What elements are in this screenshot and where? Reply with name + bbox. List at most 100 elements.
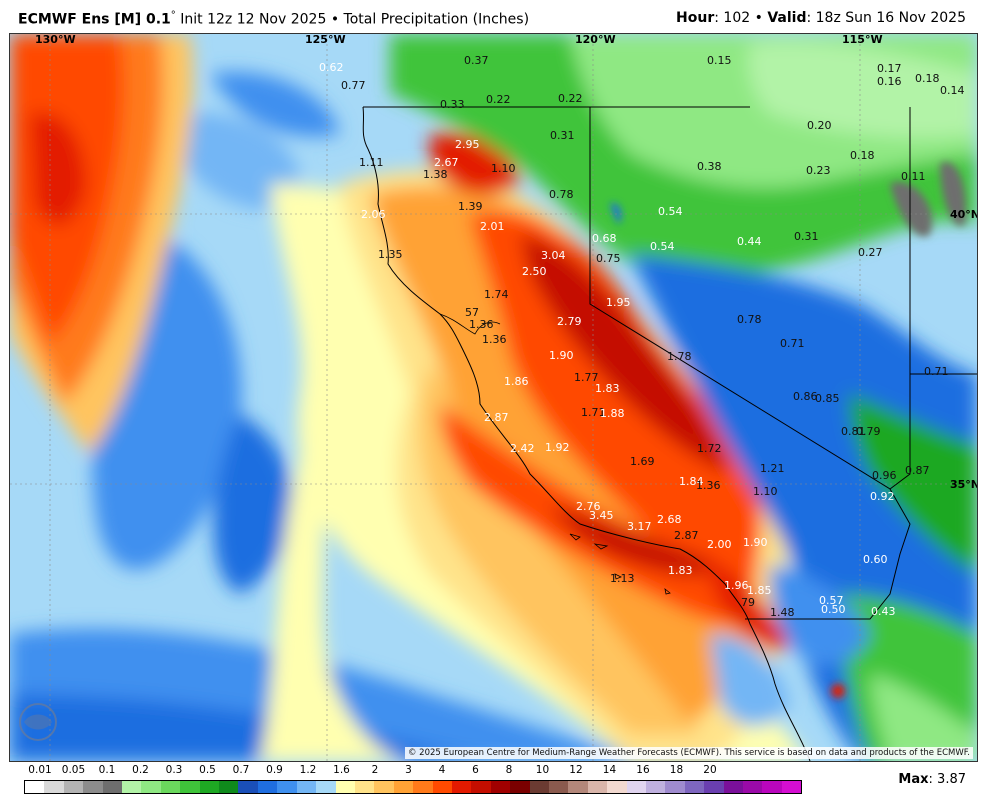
legend-swatch: [277, 781, 297, 793]
precip-label: 0.37: [464, 54, 489, 67]
legend-swatch: [335, 781, 355, 793]
legend-swatch: [548, 781, 569, 793]
product-name: Total Precipitation (Inches): [343, 11, 530, 28]
coastline: [362, 106, 811, 761]
precip-label: 1.13: [610, 572, 635, 585]
precip-label: 1.36: [696, 479, 721, 492]
precip-label: 0.11: [901, 170, 926, 183]
legend-swatch: [160, 781, 181, 793]
precip-label: 0.43: [871, 605, 896, 618]
precip-label: 57: [465, 306, 479, 319]
precipitation-legend: 0.01 0.05 0.1 0.2 0.3 0.5 0.7 0.9 1.2 1.6 2 3 4 6 8 10 1…: [24, 764, 803, 800]
valid-info: Hour: 102 • Valid: 18z Sun 16 Nov 2025: [676, 10, 966, 26]
precip-label: 2.00: [707, 538, 732, 551]
legend-tick-label: 20: [703, 764, 717, 776]
precip-label: 0.22: [486, 93, 511, 106]
legend-swatch: [393, 781, 414, 793]
legend-tick-label: 18: [669, 764, 684, 776]
valid-bullet: •: [754, 10, 763, 26]
precip-label: 0.23: [806, 164, 831, 177]
precip-label: 1.90: [743, 536, 768, 549]
legend-tick-label: 16: [636, 764, 650, 776]
legend-tick-label: 12: [569, 764, 583, 776]
legend-swatch: [316, 781, 336, 793]
legend-tick-label: 14: [602, 764, 617, 776]
title-bullet: •: [330, 11, 340, 28]
precip-label: 2.87: [484, 411, 509, 424]
precip-label: 1.71: [581, 406, 606, 419]
legend-tick-label: 0.5: [199, 764, 216, 776]
legend-tick-label: 0.05: [61, 764, 86, 776]
precip-label: 2.06: [361, 208, 386, 221]
precip-label: 0.38: [697, 160, 722, 173]
legend-tick-label: 0.7: [232, 764, 250, 776]
legend-swatch: [25, 781, 45, 793]
precip-label: 0.77: [341, 79, 366, 92]
precip-label: 0.22: [558, 92, 583, 105]
precip-label: 0.81: [841, 425, 866, 438]
precip-label: 0.31: [550, 129, 575, 142]
precip-label: 1.74: [484, 288, 509, 301]
legend-tick-label: 6: [472, 764, 479, 776]
legend-swatch: [374, 781, 394, 793]
legend-swatch: [180, 781, 200, 793]
precip-label: 0.60: [863, 553, 888, 566]
legend-swatch: [607, 781, 627, 793]
legend-swatch: [646, 781, 666, 793]
graticule-labels: 130°W 125°W 120°W 115°W 40°N 35°N: [35, 34, 977, 491]
init-time: Init 12z 12 Nov 2025: [180, 11, 327, 28]
precip-label: 1.77: [574, 371, 599, 384]
precip-label: 2.87: [674, 529, 699, 542]
precip-label: 0.54: [658, 205, 683, 218]
legend-swatch: [44, 781, 64, 793]
precip-field: [10, 34, 977, 761]
lat-label-40n: 40°N: [950, 208, 977, 221]
precip-label: 0.33: [440, 98, 465, 111]
lon-label-115w: 115°W: [842, 34, 883, 46]
legend-swatch: [568, 781, 588, 793]
legend-tick-label: 0.01: [28, 764, 52, 776]
legend-swatch: [219, 781, 239, 793]
precip-label: 0.71: [924, 365, 949, 378]
degree-symbol: °: [170, 10, 176, 21]
legend-swatch: [490, 781, 511, 793]
precip-label: 0.54: [650, 240, 675, 253]
precip-label: 0.15: [707, 54, 732, 67]
graticule-lines: [10, 34, 977, 761]
legend-swatch: [626, 781, 646, 793]
max-label: Max: [898, 772, 929, 787]
precip-label: 1.36: [469, 318, 494, 331]
map-title: ECMWF Ens [M] 0.1° Init 12z 12 Nov 2025 …: [18, 10, 529, 28]
precip-label: 0.78: [549, 188, 574, 201]
legend-swatch: [451, 781, 472, 793]
legend-tick-label: 8: [505, 764, 513, 776]
precip-label: 0.86: [793, 390, 818, 403]
legend-tick-label: 0.1: [98, 764, 116, 776]
precip-label: 1.88: [600, 407, 625, 420]
legend-swatch: [723, 781, 744, 793]
hour-label: Hour: [676, 10, 715, 26]
hour-value: : 102: [714, 10, 751, 26]
max-number: : 3.87: [928, 772, 966, 787]
precip-label: 0.18: [850, 149, 875, 162]
precip-label: 0.96: [872, 469, 897, 482]
precip-label: 1.36: [482, 333, 507, 346]
lon-label-130w: 130°W: [35, 34, 76, 46]
copyright-notice: © 2025 European Centre for Medium-Range …: [404, 747, 973, 759]
precip-label: 1.38: [423, 168, 448, 181]
legend-swatch: [354, 781, 375, 793]
legend-tick-label: 1.6: [333, 764, 350, 776]
precip-label: 2.67: [434, 156, 459, 169]
legend-tick-label: 0.2: [132, 764, 149, 776]
lon-label-120w: 120°W: [575, 34, 616, 46]
precip-label: 1.86: [504, 375, 529, 388]
precip-label: 1.83: [595, 382, 620, 395]
precip-label: 3.04: [541, 249, 566, 262]
precip-label: 0.87: [905, 464, 930, 477]
islands: [569, 533, 671, 595]
precipitation-map[interactable]: 130°W 125°W 120°W 115°W 40°N 35°N 0.62 0…: [9, 33, 978, 762]
precip-label: 1.85: [747, 584, 772, 597]
precip-label: 0.31: [794, 230, 819, 243]
precip-label: 3.45: [589, 509, 614, 522]
precip-label: 1.72: [697, 442, 722, 455]
